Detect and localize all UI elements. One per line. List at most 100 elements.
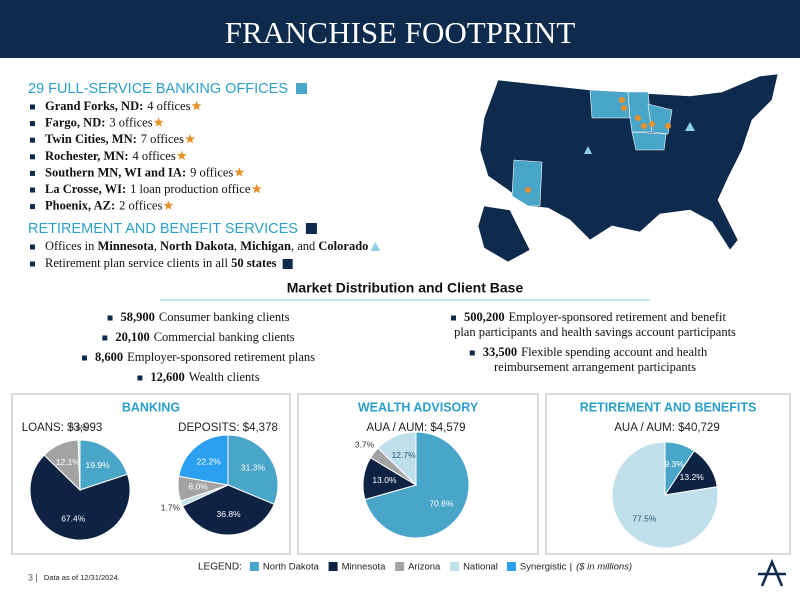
pie-slice bbox=[178, 434, 229, 486]
stat-label: Employer-sponsored retirement and benefi… bbox=[509, 310, 727, 324]
office-detail: 4 offices bbox=[147, 99, 190, 113]
slice-label: 36.8% bbox=[217, 509, 242, 519]
market-stat: 8,600 Employer-sponsored retirement plans bbox=[95, 350, 315, 364]
legend-entry: Minnesota bbox=[342, 562, 387, 573]
section-heading: 29 FULL-SERVICE BANKING OFFICES bbox=[28, 81, 288, 97]
slice-label: 77.5% bbox=[632, 513, 657, 523]
office-place: Southern MN, WI and IA: bbox=[45, 165, 186, 179]
stat-count: 33,500 bbox=[483, 345, 517, 359]
panel-title: RETIREMENT AND BENEFITS bbox=[580, 400, 757, 414]
stat-count: 58,900 bbox=[121, 310, 155, 324]
pie-slice bbox=[181, 484, 275, 536]
slice-label: 12.7% bbox=[392, 450, 417, 460]
office-item: Grand Forks, ND: 4 offices bbox=[45, 99, 191, 113]
market-title: Market Distribution and Client Base bbox=[287, 280, 524, 296]
service-text: , bbox=[154, 239, 160, 253]
legend-entry: Synergistic bbox=[520, 562, 567, 573]
slice-label: 1.7% bbox=[161, 502, 181, 512]
service-text: Michigan bbox=[240, 239, 291, 253]
slice-label: 8.0% bbox=[188, 482, 208, 492]
logo bbox=[758, 558, 786, 587]
legend-label: LEGEND: bbox=[198, 562, 242, 573]
service-text: Offices in bbox=[45, 239, 98, 253]
service-text: Retirement plan service clients in all bbox=[45, 256, 231, 270]
legend-entry: Arizona bbox=[408, 562, 441, 573]
pie-slice bbox=[611, 441, 719, 549]
bullet bbox=[81, 355, 87, 361]
office-place: La Crosse, WI: bbox=[45, 182, 126, 196]
heading-square bbox=[296, 83, 307, 94]
bullet bbox=[102, 335, 108, 341]
pie-slice bbox=[377, 431, 417, 487]
section-heading: RETIREMENT AND BENEFIT SERVICES bbox=[28, 221, 298, 237]
bullet bbox=[30, 187, 35, 193]
legend-swatch bbox=[395, 562, 405, 571]
chart-title: LOANS: $3,993 bbox=[22, 422, 103, 434]
office-detail: 7 offices bbox=[141, 132, 184, 146]
us-map bbox=[477, 73, 779, 263]
chart-title: DEPOSITS: $4,378 bbox=[178, 422, 278, 434]
slide-title: FRANCHISE FOOTPRINT bbox=[225, 15, 576, 50]
service-text: 50 states bbox=[231, 256, 277, 270]
service-text: , and bbox=[291, 239, 318, 253]
legend-swatch bbox=[506, 562, 516, 571]
stat-count: 500,200 bbox=[464, 310, 505, 324]
slice-label: 3.7% bbox=[355, 440, 375, 450]
office-item: Twin Cities, MN: 7 offices bbox=[45, 132, 184, 146]
stat-count: 12,600 bbox=[150, 370, 184, 384]
legend-swatch bbox=[328, 562, 338, 571]
office-item: La Crosse, WI: 1 loan production office bbox=[45, 182, 251, 196]
heading-square bbox=[305, 223, 317, 234]
office-place: Fargo, ND: bbox=[45, 115, 105, 129]
star-icon bbox=[153, 117, 164, 127]
slice-label: 9.3% bbox=[664, 459, 684, 469]
slice-label: 12.1% bbox=[56, 457, 81, 467]
legend-swatch bbox=[249, 562, 259, 571]
market-stat: 33,500 Flexible spending account and heal… bbox=[483, 345, 708, 359]
star-icon bbox=[163, 200, 174, 210]
bullet bbox=[137, 375, 143, 381]
stat-count: 8,600 bbox=[95, 350, 123, 364]
square-icon bbox=[282, 259, 293, 269]
star-icon bbox=[234, 167, 245, 177]
pie-slice bbox=[227, 434, 279, 505]
chart-title: AUA / AUM: $40,729 bbox=[614, 422, 719, 434]
stat-label: plan participants and health savings acc… bbox=[454, 325, 736, 339]
bullet bbox=[107, 315, 113, 321]
legend-entry: National bbox=[463, 562, 498, 573]
office-detail: 9 offices bbox=[190, 165, 233, 179]
office-detail: 4 offices bbox=[133, 149, 176, 163]
slice-label: 0.6% bbox=[69, 422, 89, 432]
chart-title: AUA / AUM: $4,579 bbox=[366, 422, 465, 434]
legend-note: ($ in millions) bbox=[576, 562, 632, 573]
star-icon bbox=[191, 100, 202, 111]
stat-label: Commercial banking clients bbox=[154, 330, 295, 344]
office-item: Phoenix, AZ: 2 offices bbox=[45, 198, 162, 212]
service-text: Colorado bbox=[318, 239, 368, 253]
service-item: Offices in Minnesota, North Dakota, Mich… bbox=[45, 239, 368, 253]
stat-label: Wealth clients bbox=[189, 370, 260, 384]
office-item: Southern MN, WI and IA: 9 offices bbox=[45, 165, 233, 179]
market-stat: 20,100 Commercial banking clients bbox=[115, 330, 294, 344]
star-icon bbox=[176, 150, 187, 160]
office-item: Fargo, ND: 3 offices bbox=[45, 115, 153, 129]
bullet bbox=[469, 350, 475, 356]
slice-label: 31.3% bbox=[241, 463, 266, 473]
service-text: North Dakota bbox=[160, 239, 235, 253]
slice-label: 22.2% bbox=[197, 456, 222, 466]
stat-count: 20,100 bbox=[115, 330, 149, 344]
triangle-icon bbox=[370, 242, 381, 251]
pie-slice bbox=[79, 439, 129, 491]
office-place: Twin Cities, MN: bbox=[45, 132, 137, 146]
stat-label: Flexible spending account and health bbox=[521, 345, 708, 359]
bullet bbox=[450, 315, 456, 321]
office-detail: 3 offices bbox=[109, 115, 152, 129]
bullet bbox=[30, 104, 35, 110]
legend-separator: | bbox=[570, 562, 572, 573]
slice-label: 67.4% bbox=[61, 513, 86, 523]
pie-slice bbox=[29, 454, 131, 541]
office-item: Rochester, MN: 4 offices bbox=[45, 149, 176, 163]
bullet bbox=[30, 261, 35, 267]
